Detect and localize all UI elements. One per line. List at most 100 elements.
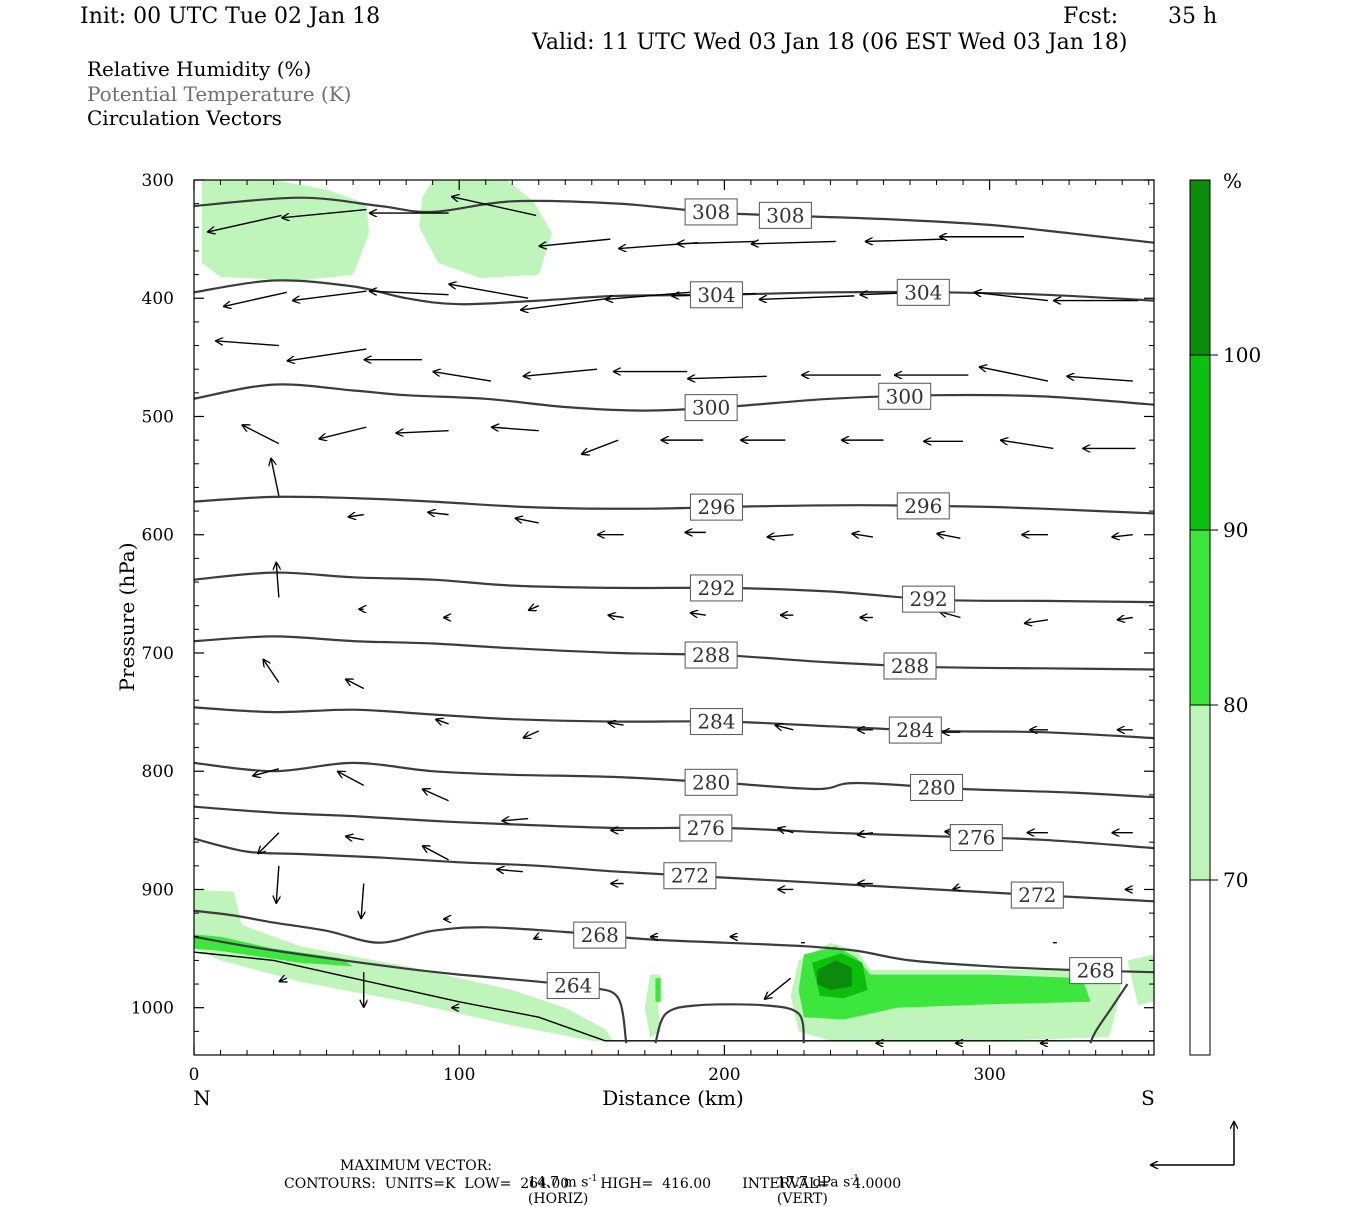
theta-contour-276 [194, 805, 1154, 850]
rh-region-80-90 [798, 946, 1091, 1020]
circulation-vector [979, 367, 1049, 382]
contour-label-text: 280 [692, 770, 730, 794]
south-label: S [1141, 1086, 1155, 1110]
north-label: N [193, 1086, 211, 1110]
y-tick-label: 600 [142, 526, 174, 546]
circulation-vector [451, 197, 537, 217]
contour-label-text: 264 [554, 974, 592, 998]
y-tick-label: 1000 [131, 999, 174, 1019]
contour-label-284: 284 [689, 708, 743, 736]
contour-label-268: 268 [573, 921, 627, 949]
contour-label-288: 288 [684, 641, 738, 669]
circulation-vector [974, 292, 1049, 302]
circulation-vector [263, 659, 280, 683]
theta-contour-280 [194, 761, 1154, 799]
circulation-vector [581, 439, 619, 454]
contour-label-text: 288 [692, 643, 730, 667]
circulation-vector [528, 606, 540, 611]
max-vector-horiz-unit: (HORIZ) [527, 1190, 589, 1207]
circulation-vector [608, 615, 624, 617]
theta-contour-296 [194, 495, 1154, 515]
circulation-vector [348, 515, 364, 517]
circulation-vector [520, 297, 611, 310]
terrain-line [194, 951, 1154, 1042]
circulation-vector [345, 679, 365, 690]
circulation-vector [1024, 620, 1049, 624]
colorbar-unit: % [1223, 169, 1242, 193]
circulation-vector [215, 341, 279, 347]
theta-contour-300 [194, 383, 1154, 412]
contour-label-text: 280 [917, 775, 955, 799]
circulation-vector [427, 512, 449, 514]
horiz-exponent: -1 [588, 1174, 598, 1184]
contour-label-276: 276 [679, 814, 733, 842]
theta-contour-272 [194, 837, 1154, 903]
circulation-vector [690, 613, 706, 615]
theta-contour-268 [194, 909, 1154, 974]
contour-label-304: 304 [896, 278, 950, 306]
circulation-vector [292, 290, 367, 300]
contour-label-300: 300 [878, 382, 932, 410]
y-tick-label: 800 [142, 762, 174, 782]
circulation-vector [252, 768, 280, 776]
contour-label-text: 284 [697, 710, 735, 734]
circulation-vector [952, 887, 960, 889]
contour-label-272: 272 [1010, 881, 1064, 909]
theta-contour-284 [194, 706, 1154, 740]
circulation-vector [1066, 376, 1133, 382]
rh-region-70-80 [1127, 954, 1154, 1006]
theta-contour-264 [654, 1003, 805, 1044]
circulation-vector [242, 425, 280, 445]
colorbar-70-80 [1190, 705, 1210, 880]
contour-label-text: 308 [766, 203, 804, 227]
valid-time: Valid: 11 UTC Wed 03 Jan 18 (06 EST Wed … [532, 30, 1128, 55]
circulation-vector [337, 771, 365, 787]
vector-key-arrows [1150, 1121, 1234, 1165]
circulation-vector [1000, 440, 1054, 450]
circulation-vector [223, 291, 287, 306]
contour-label-292: 292 [902, 585, 956, 613]
x-tick-label: 0 [189, 1065, 200, 1085]
max-vector-vert: 17.7 dPa s-1 (VERT) [768, 1158, 859, 1207]
x-tick-label: 100 [443, 1065, 475, 1085]
circulation-vector [677, 241, 757, 243]
circulation-vector [279, 978, 287, 982]
circulation-vector [287, 348, 367, 361]
circulation-vector [491, 427, 539, 431]
circulation-vector [539, 238, 611, 246]
circulation-vector [449, 284, 529, 299]
contour-label-308: 308 [684, 198, 738, 226]
contour-label-text: 272 [1018, 883, 1056, 907]
rh-region-100+ [817, 960, 852, 990]
colorbar-level-label: 100 [1223, 343, 1261, 367]
circulation-vector [271, 458, 280, 496]
contour-label-text: 300 [886, 384, 924, 408]
relative-humidity-shading [194, 180, 1154, 1041]
circulation-vector [533, 937, 538, 939]
circulation-vector [369, 291, 449, 295]
theta-contour-264 [194, 935, 628, 1044]
rh-region-80-90 [655, 978, 661, 1002]
contour-label-text: 272 [671, 864, 709, 888]
circulation-vector [435, 719, 449, 724]
y-tick-label: 300 [142, 171, 174, 191]
colorbar-80-90 [1190, 530, 1210, 705]
contour-label-text: 304 [697, 283, 735, 307]
y-tick-label: 400 [142, 289, 174, 309]
circulation-vector [207, 214, 282, 232]
contour-label-288: 288 [883, 652, 937, 680]
rh-region-70-80 [419, 180, 552, 279]
contour-label-280: 280 [910, 773, 964, 801]
circulation-vector [396, 431, 449, 433]
circulation-vector [276, 865, 279, 904]
circulation-vector [422, 789, 449, 802]
x-tick-label: 200 [708, 1065, 740, 1085]
legend-circulation-vectors: Circulation Vectors [87, 106, 282, 130]
colorbar: 100 90 80 70% [1189, 169, 1261, 1056]
contour-label-text: 300 [692, 396, 730, 420]
contour-label-text: 304 [904, 280, 942, 304]
circulation-vector [433, 372, 492, 382]
contour-label-text: 296 [904, 494, 942, 518]
contour-label-text: 296 [697, 495, 735, 519]
